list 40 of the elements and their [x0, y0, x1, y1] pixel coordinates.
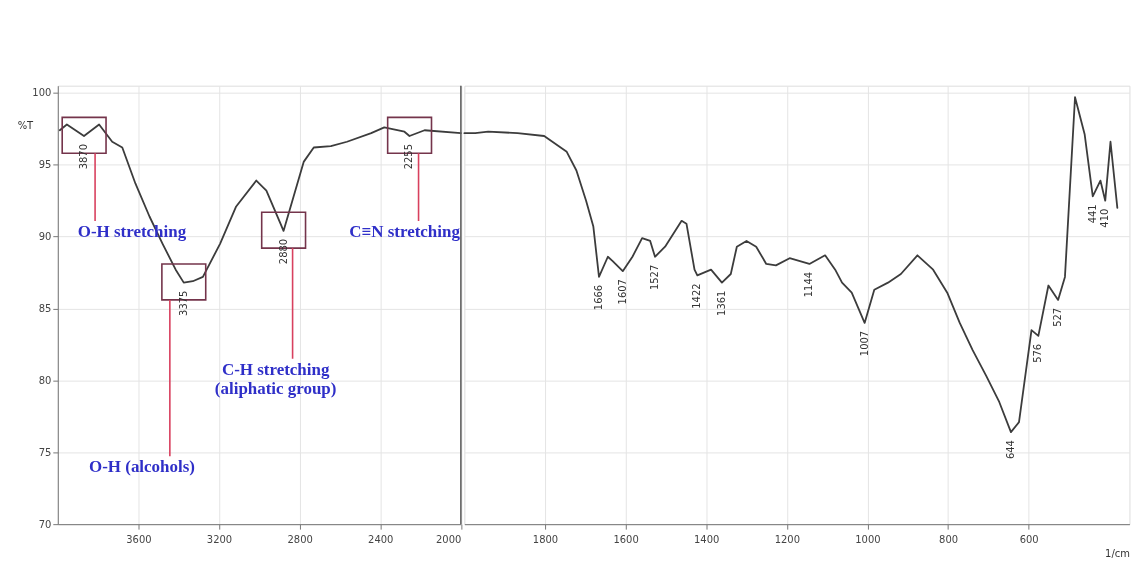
x-tick-label: 1600: [613, 533, 639, 545]
y-tick-label: 90: [38, 231, 52, 243]
y-axis-title: %T: [17, 120, 35, 132]
y-tick-label: 95: [38, 159, 52, 171]
x-tick-label: 2000: [436, 533, 462, 545]
x-tick-label: 1400: [694, 533, 720, 545]
y-tick-label: 75: [38, 446, 52, 458]
y-tick-label: 100: [32, 87, 52, 99]
annotation: 441: [1086, 204, 1098, 224]
annotation: 1361: [715, 290, 727, 316]
annotation: 3375: [177, 290, 189, 316]
x-tick-label: 1200: [774, 533, 800, 545]
y-tick-label: 85: [38, 303, 52, 314]
annotation: 410: [1099, 208, 1111, 228]
x-tick-label: 3200: [206, 533, 233, 545]
y-tick-label: 70: [38, 518, 52, 530]
annotation: 1007: [858, 330, 870, 357]
x-tick-label: 2400: [368, 533, 394, 545]
annotation: 576: [1032, 343, 1044, 363]
annotation: C-H stretching (aliphatic group): [214, 359, 337, 398]
x-tick-label: 2800: [287, 533, 313, 545]
annotation: C≡N stretching: [349, 221, 461, 241]
y-tick-label: 80: [38, 374, 52, 386]
annotation: 2880: [277, 238, 289, 265]
annotation: 1422: [691, 283, 703, 309]
x-tick-label: 1000: [855, 533, 881, 545]
x-axis-title: 1/cm: [1105, 547, 1130, 559]
annotation: 1144: [803, 271, 815, 298]
annotation: 3870: [77, 143, 89, 170]
annotation: 527: [1052, 307, 1064, 327]
annotation: 1527: [649, 264, 661, 291]
annotation: 644: [1004, 440, 1016, 460]
annotation: 1666: [592, 284, 604, 311]
x-tick-label: 800: [939, 533, 959, 545]
x-tick-label: 600: [1019, 533, 1039, 545]
annotation: 1607: [616, 279, 628, 305]
annotation: O-H (alcohols): [89, 457, 195, 477]
x-tick-label: 1800: [532, 533, 559, 545]
annotation: 2255: [403, 143, 415, 170]
x-tick-label: 3600: [126, 533, 152, 545]
